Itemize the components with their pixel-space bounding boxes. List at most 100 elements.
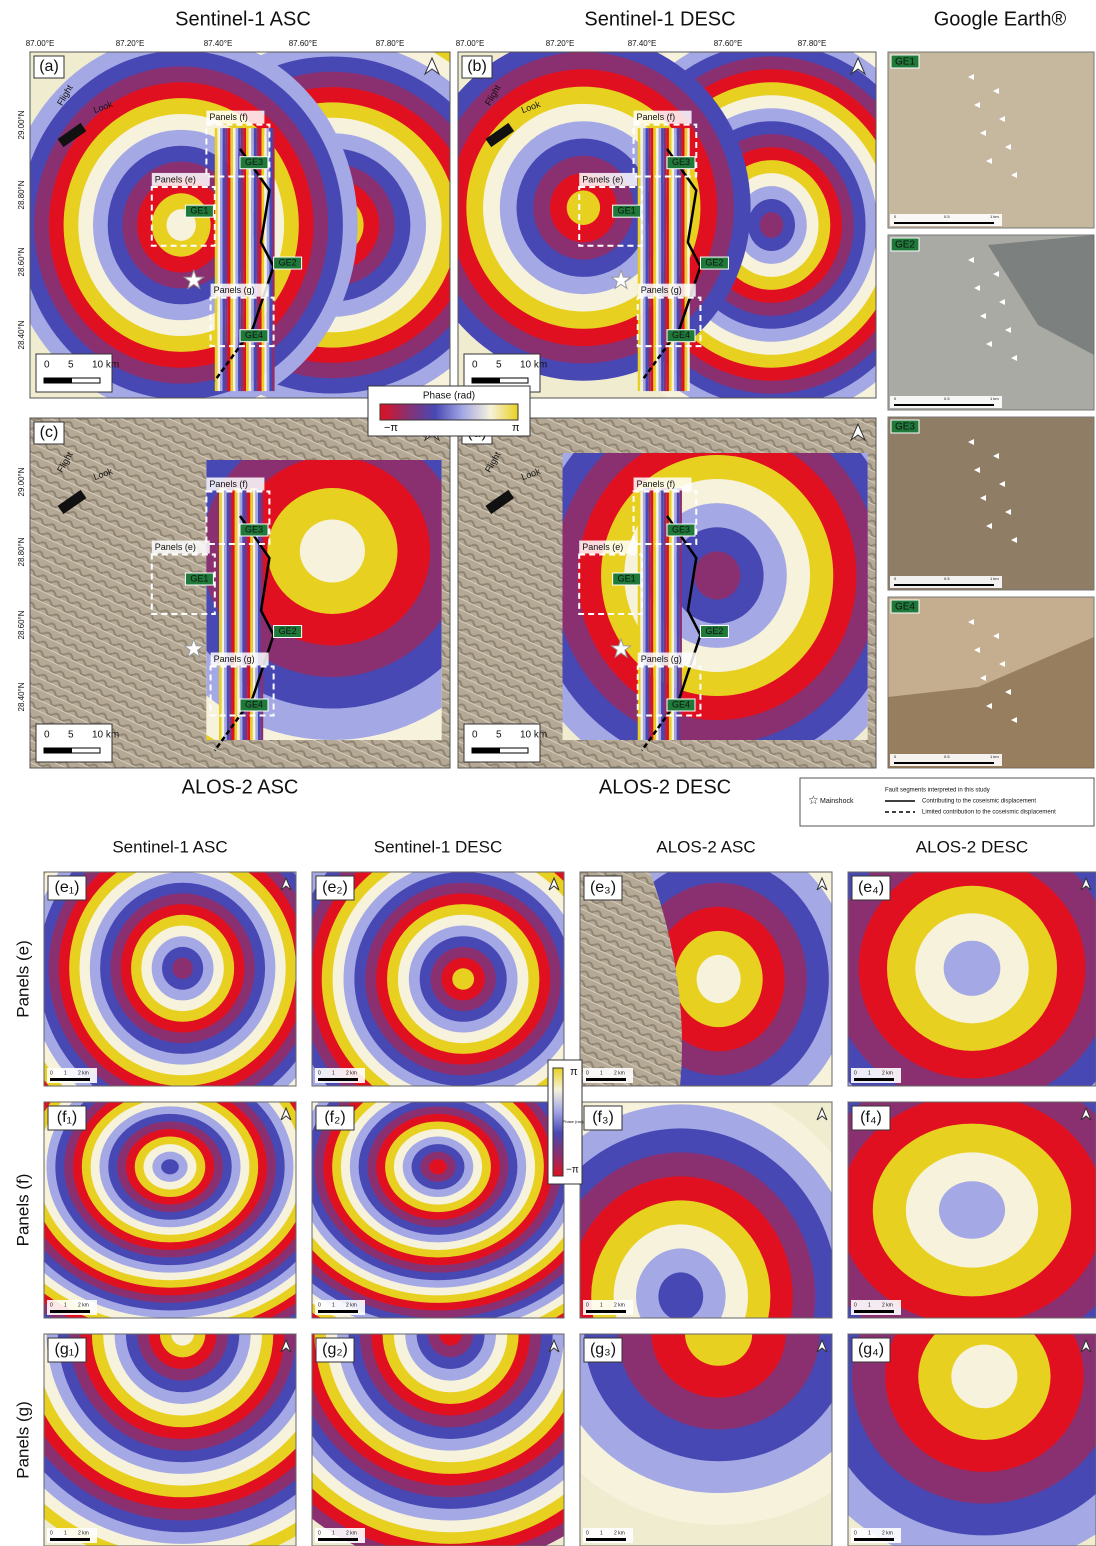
- ge-tag-label: GE1: [618, 573, 636, 583]
- scale-label: 0: [44, 730, 50, 741]
- scale-label: 1: [600, 1530, 603, 1536]
- panel-label: (a): [39, 58, 59, 75]
- scale-label: 0: [318, 1070, 321, 1076]
- inset-label: Panels (g): [214, 654, 255, 664]
- latitude-label: 28.40°N: [17, 682, 26, 711]
- dense-fringe: [643, 488, 646, 740]
- legend-title: Fault segments interpreted in this study: [885, 788, 990, 794]
- dense-fringe: [653, 128, 656, 391]
- dense-fringe: [664, 488, 667, 740]
- legend-text: Contributing to the coseismic displaceme…: [922, 799, 1036, 805]
- panel-label: (e₃): [590, 879, 616, 896]
- panel-label: (e₂): [322, 879, 348, 896]
- scale-label: 0: [50, 1070, 53, 1076]
- ge-scale-label: 1 km: [990, 754, 999, 759]
- ge-scale-bar: [894, 762, 994, 764]
- ge-tag-label: GE1: [190, 573, 208, 583]
- scale-bar: [318, 1538, 358, 1541]
- dense-fringe: [648, 128, 651, 391]
- scale-label: 2 km: [78, 1530, 89, 1536]
- scale-label: 10 km: [520, 360, 547, 371]
- panel-label: (e₄): [858, 879, 884, 896]
- fringe: [694, 551, 740, 599]
- dense-fringe: [229, 488, 232, 740]
- longitude-label: 87.00°E: [456, 39, 485, 48]
- ge-scale-label: 0.5: [944, 576, 950, 581]
- scale-label: 0: [586, 1530, 589, 1536]
- ge-tag-label: GE4: [245, 330, 263, 340]
- scale-bar-fill: [44, 748, 72, 753]
- ge-tag-label: GE4: [245, 699, 263, 709]
- ge-scale-label: 0.5: [944, 214, 950, 219]
- fringe: [429, 1159, 447, 1174]
- inset-label: Panels (f): [637, 112, 676, 122]
- scale-label: 0: [318, 1302, 321, 1308]
- latitude-label: 28.60°N: [17, 247, 26, 276]
- scale-label: 0: [50, 1530, 53, 1536]
- scale-bar: [586, 1538, 626, 1541]
- scale-label: 1: [64, 1070, 67, 1076]
- scale-bar-fill: [472, 748, 500, 753]
- column-title: ALOS-2 DESC: [916, 837, 1028, 856]
- latitude-label: 29.00°N: [17, 110, 26, 139]
- scale-label: 2 km: [882, 1070, 893, 1076]
- scale-label: 0: [854, 1302, 857, 1308]
- ge-scale-label: 0.5: [944, 754, 950, 759]
- scale-label: 10 km: [92, 360, 119, 371]
- dense-fringe: [219, 488, 222, 740]
- ge-tag-label: GE1: [618, 206, 636, 216]
- scale-bar: [854, 1310, 894, 1313]
- fringe: [172, 958, 193, 979]
- colorbar-max: π: [570, 1066, 578, 1078]
- scale-label: 2 km: [882, 1302, 893, 1308]
- ge-tag-label: GE3: [672, 157, 690, 167]
- scale-bar-fill: [44, 378, 72, 383]
- scale-label: 1: [868, 1070, 871, 1076]
- scale-label: 1: [600, 1302, 603, 1308]
- dense-fringe: [640, 128, 643, 391]
- colorbar: [380, 404, 518, 420]
- inset-label: Panels (g): [214, 285, 255, 295]
- ge-tag-label: GE3: [245, 157, 263, 167]
- scale-label: 1: [332, 1070, 335, 1076]
- column-title: Sentinel-1 ASC: [112, 837, 227, 856]
- ge-scale-bar: [894, 404, 994, 406]
- scale-label: 1: [600, 1070, 603, 1076]
- dense-fringe: [646, 488, 649, 740]
- figure: Sentinel-1 ASCSentinel-1 DESCGoogle Eart…: [0, 0, 1096, 1546]
- inset-label: Panels (e): [155, 542, 196, 552]
- panel-label: (f₃): [592, 1109, 614, 1126]
- dense-fringe: [230, 128, 233, 391]
- scale-label: 0: [44, 360, 50, 371]
- ge-image: [888, 417, 1094, 590]
- scale-label: 0: [854, 1530, 857, 1536]
- fringe: [939, 1181, 1005, 1239]
- panel-label: (b): [467, 58, 487, 75]
- dense-fringe: [656, 488, 659, 740]
- ge-scale-label: 1 km: [990, 576, 999, 581]
- scale-label: 0: [472, 730, 478, 741]
- panel-label: (f₄): [860, 1109, 882, 1126]
- scale-label: 1: [332, 1530, 335, 1536]
- fringe: [944, 941, 1001, 996]
- longitude-label: 87.00°E: [26, 39, 55, 48]
- inset-label: Panels (e): [582, 542, 623, 552]
- ge-tag-label: GE3: [245, 524, 263, 534]
- fringe: [697, 955, 741, 1003]
- dense-fringe: [648, 488, 651, 740]
- scale-label: 2 km: [614, 1070, 625, 1076]
- dense-fringe: [656, 128, 659, 391]
- panel-label: (g₁): [55, 1341, 80, 1358]
- longitude-label: 87.40°E: [204, 39, 233, 48]
- longitude-label: 87.80°E: [376, 39, 405, 48]
- dense-fringe: [638, 128, 641, 391]
- dense-fringe: [227, 488, 230, 740]
- fringe: [951, 1345, 1017, 1409]
- column-title: ALOS-2 DESC: [599, 776, 731, 798]
- inset-label: Panels (e): [155, 174, 196, 184]
- legend-text: Mainshock: [820, 798, 854, 805]
- scale-label: 0: [854, 1070, 857, 1076]
- dense-fringe: [659, 128, 662, 391]
- dense-fringe: [237, 488, 240, 740]
- inset-label: Panels (e): [582, 174, 623, 184]
